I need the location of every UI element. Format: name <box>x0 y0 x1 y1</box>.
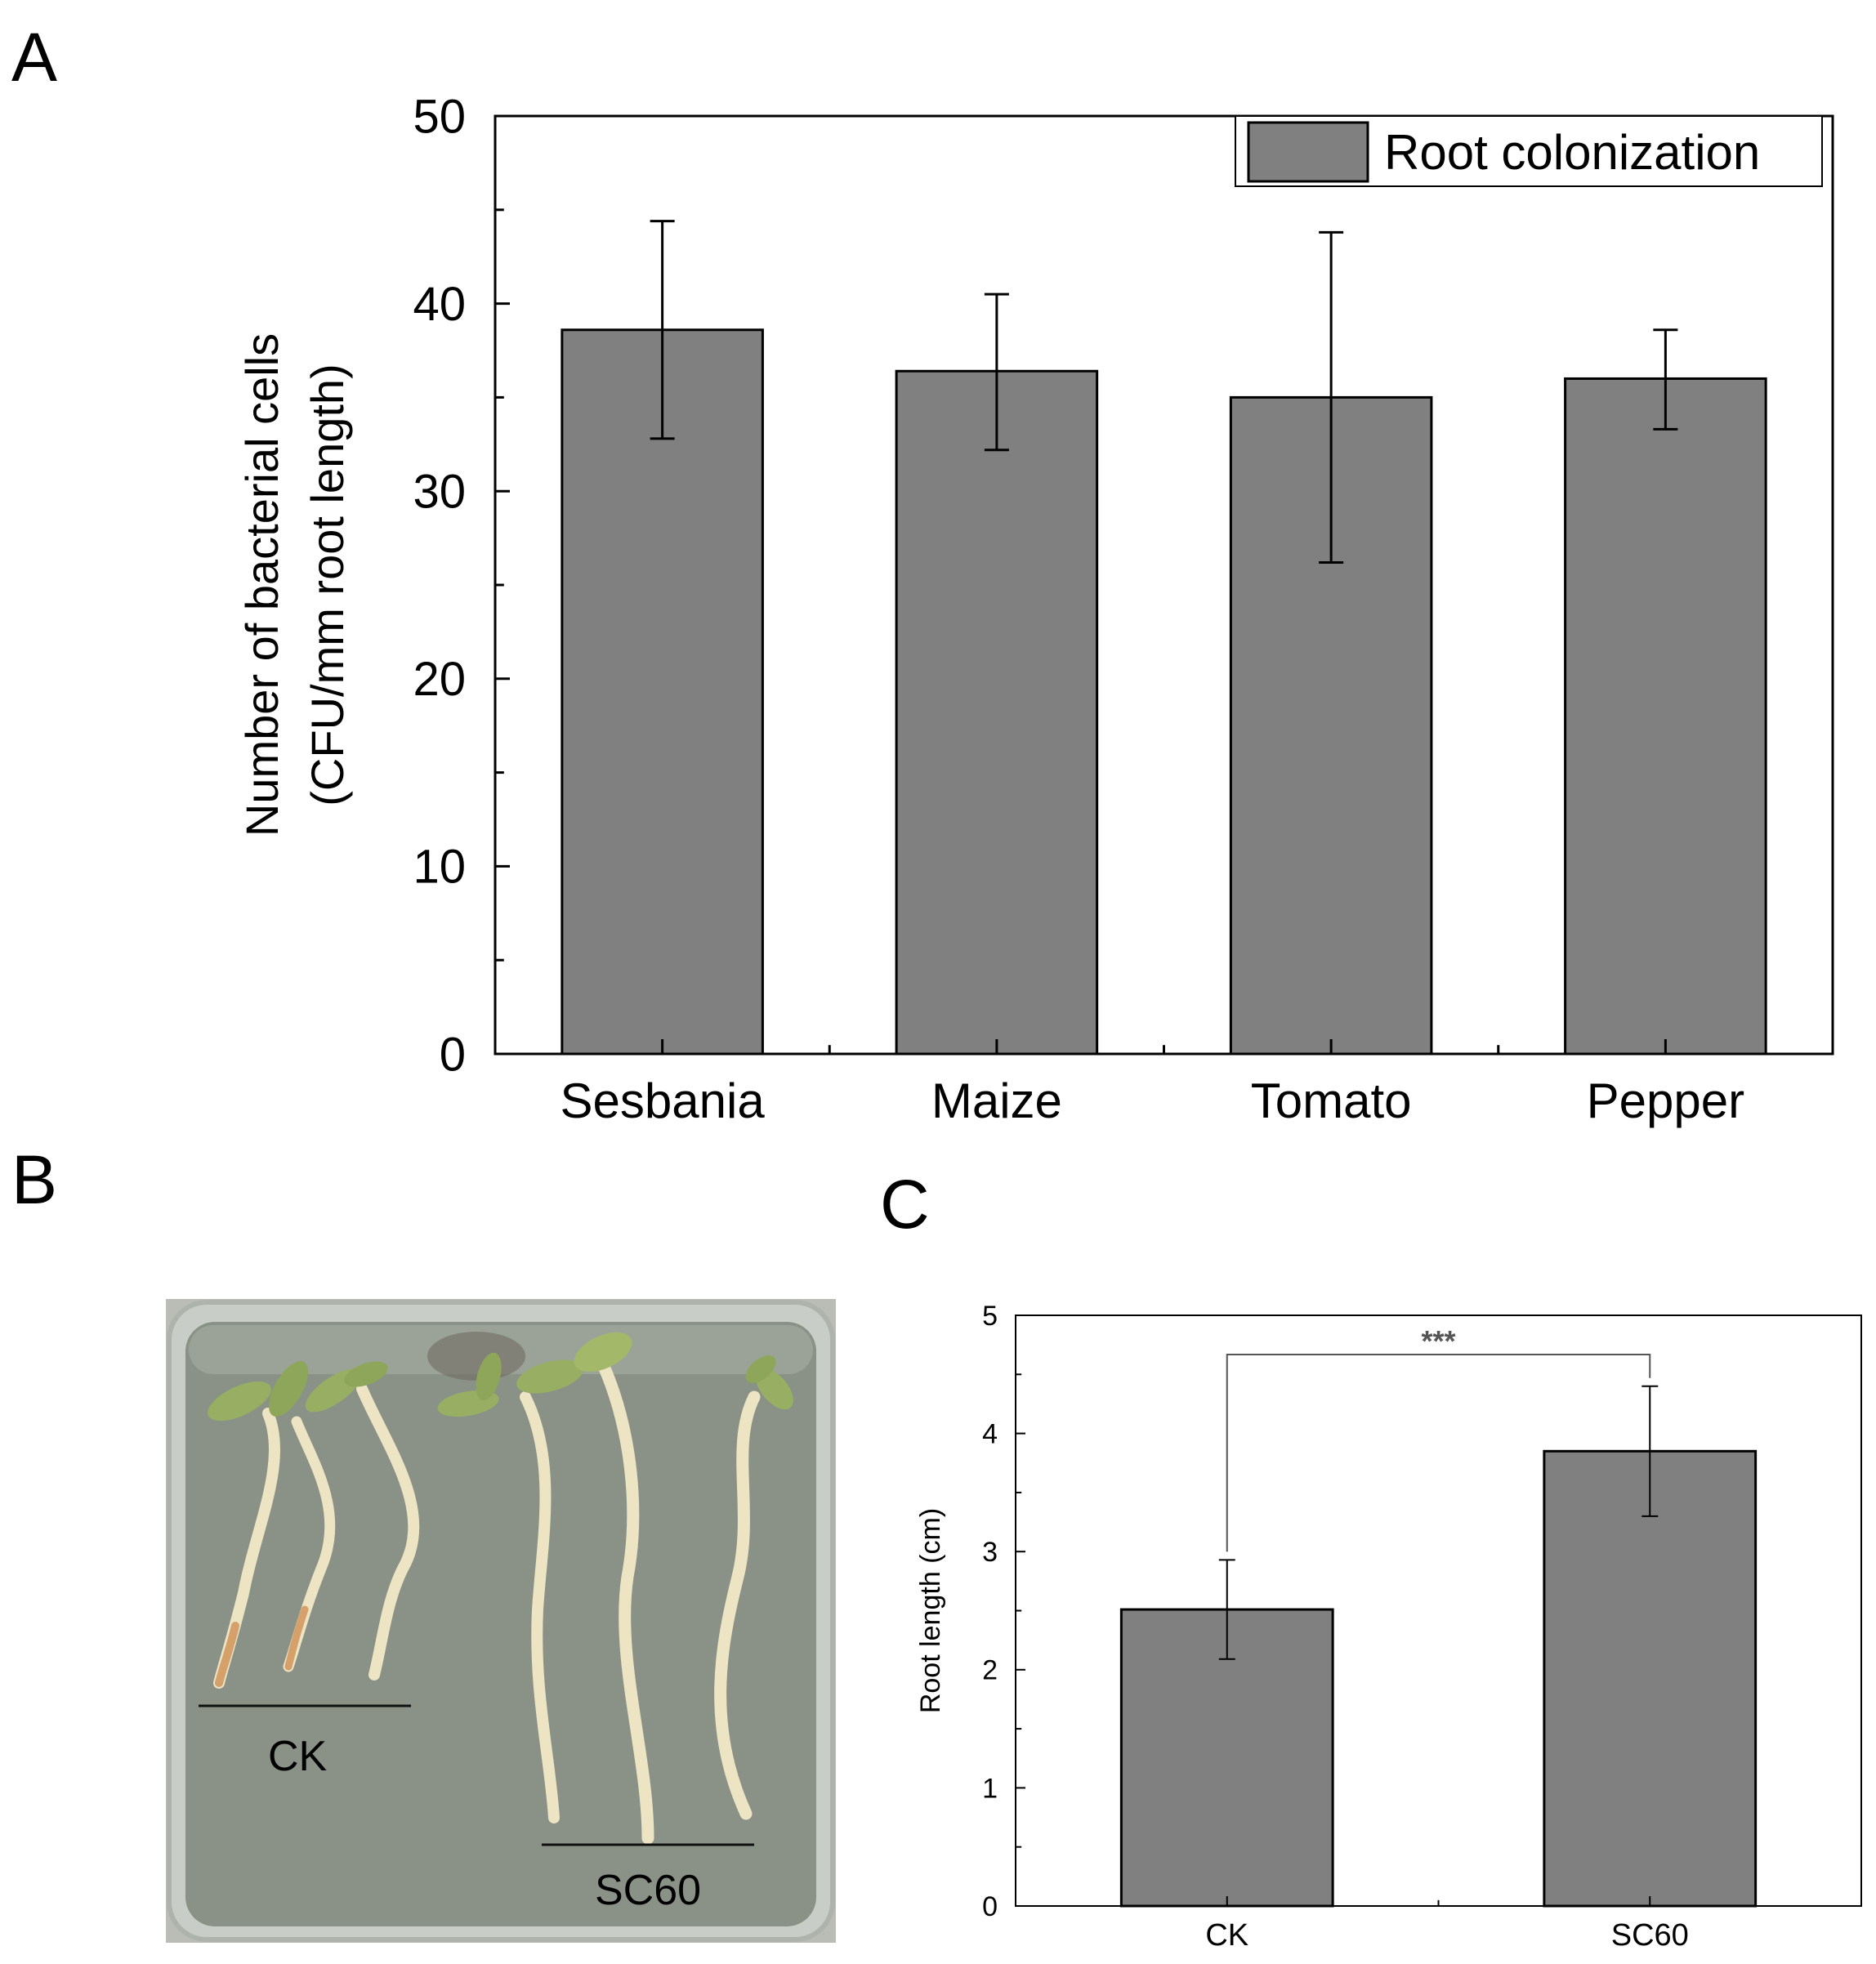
tray-shadow <box>427 1332 525 1381</box>
bar <box>1119 1608 1334 1908</box>
ck-root <box>356 1383 420 1681</box>
sc60-seedlings <box>437 1332 793 1845</box>
panel-label-a: A <box>11 19 58 96</box>
sc60-leaf <box>516 1359 583 1394</box>
sc60-group-label: SC60 <box>595 1867 702 1914</box>
legend: Root colonization <box>1235 115 1823 187</box>
significance-stars: *** <box>1421 1324 1455 1358</box>
x-tick-label: Maize <box>931 1074 1062 1128</box>
y-tick-label: 1 <box>982 1773 998 1804</box>
ck-seedlings <box>208 1361 420 1689</box>
x-tick-label: Tomato <box>1251 1074 1412 1128</box>
ck-root-tip <box>215 1622 239 1687</box>
panel-label-c: C <box>880 1166 930 1243</box>
x-tick-label: Pepper <box>1587 1074 1744 1128</box>
y-tick-label: 10 <box>413 841 466 894</box>
chart-a: 0 10 20 30 40 50 Sesbania Maize Tomato Pepper Numb… <box>236 90 1834 1128</box>
x-tick-label: Sesbania <box>561 1074 766 1128</box>
bar <box>561 328 764 1056</box>
sc60-root <box>596 1358 654 1845</box>
sc60-leaf <box>756 1368 793 1410</box>
y-tick-label: 3 <box>982 1537 998 1568</box>
ck-leaf <box>344 1361 388 1387</box>
sc60-root <box>520 1391 560 1823</box>
agar-surface <box>185 1322 816 1926</box>
bar <box>1543 1449 1758 1908</box>
ck-group-label: CK <box>268 1733 328 1780</box>
y-axis-label: Root length (cm) <box>915 1508 946 1713</box>
y-tick-label: 2 <box>982 1655 998 1686</box>
seedling-photo: CK SC60 <box>166 1299 836 1943</box>
legend-swatch <box>1247 121 1369 183</box>
ck-leaf <box>268 1361 309 1417</box>
y-tick-label: 50 <box>413 90 466 143</box>
x-tick-label: CK <box>1205 1918 1248 1953</box>
y-axis-label: (CFU/mm root length) <box>302 364 353 806</box>
x-tick-label: SC60 <box>1611 1918 1689 1953</box>
significance-bracket <box>1226 1354 1651 1552</box>
bracket-line <box>1226 1354 1651 1552</box>
bar <box>1564 377 1767 1056</box>
y-tick-label: 4 <box>982 1419 998 1450</box>
bar <box>895 369 1099 1056</box>
y-tick-label: 0 <box>440 1028 466 1081</box>
sc60-leaf <box>745 1355 776 1383</box>
ck-leaf <box>208 1381 271 1422</box>
sc60-leaf <box>476 1352 502 1401</box>
y-tick-label: 0 <box>982 1891 998 1922</box>
y-tick-label: 20 <box>413 653 466 706</box>
y-tick-label: 30 <box>413 466 466 519</box>
y-tick-label: 40 <box>413 278 466 331</box>
y-axis-label: Number of bacterial cells <box>236 333 288 837</box>
panel-label-b: B <box>11 1141 58 1218</box>
sc60-root <box>714 1390 761 1820</box>
sc60-leaf <box>574 1332 632 1373</box>
legend-label: Root colonization <box>1384 125 1760 180</box>
ck-root-tip <box>284 1605 309 1671</box>
y-tick-label: 5 <box>982 1301 998 1332</box>
plot-frame <box>1015 1315 1862 1907</box>
